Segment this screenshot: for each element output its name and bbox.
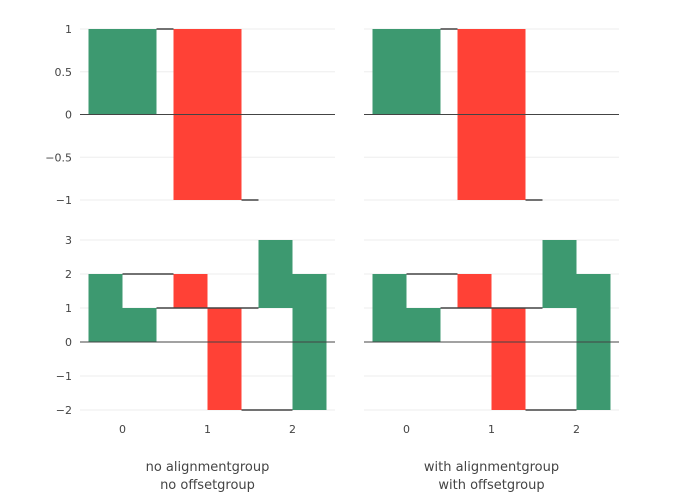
- bar: [457, 274, 492, 308]
- y-tick-label: −0.5: [45, 151, 72, 164]
- x-axis-title: with alignmentgroup: [424, 460, 559, 475]
- connectors: [406, 273, 577, 411]
- x-tick-label: 2: [289, 423, 296, 436]
- bars: [88, 240, 327, 410]
- bar: [88, 29, 157, 115]
- bar: [406, 308, 441, 342]
- x-axis-title: no offsetgroup: [160, 478, 255, 493]
- connectors: [440, 28, 543, 201]
- x-axis-title: no alignmentgroup: [146, 460, 270, 475]
- y-tick-label: 1: [65, 23, 72, 36]
- chart-top-right: [364, 28, 619, 201]
- x-tick-label: 2: [573, 423, 580, 436]
- y-tick-label: 1: [65, 302, 72, 315]
- y-tick-label: 2: [65, 268, 72, 281]
- bar: [258, 240, 293, 308]
- x-axis-title: with offsetgroup: [438, 478, 544, 493]
- connectors: [156, 28, 259, 201]
- y-tick-label: −1: [56, 370, 72, 383]
- x-tick-label: 0: [403, 423, 410, 436]
- x-tick-label: 1: [488, 423, 495, 436]
- bar: [372, 274, 407, 342]
- x-tick-label: 0: [119, 423, 126, 436]
- connectors: [122, 273, 293, 411]
- bar: [173, 274, 208, 308]
- bar: [491, 308, 526, 410]
- bar: [88, 274, 123, 342]
- bar: [207, 308, 242, 410]
- bar: [372, 29, 441, 115]
- chart-bottom-left: 3 2 1 0 −1 −2 0 1 2 no alignmentgroup no offsetgro…: [56, 234, 335, 493]
- bars: [372, 240, 611, 410]
- chart-bottom-right: 0 1 2 with alignmentgroup with offsetgroup: [364, 239, 619, 493]
- bar: [542, 240, 577, 308]
- y-tick-label: −2: [56, 404, 72, 417]
- y-tick-label: 0.5: [55, 66, 73, 79]
- y-tick-label: 0: [65, 336, 72, 349]
- y-tick-label: 0: [65, 109, 72, 122]
- chart-top-left: 1 0.5 0 −0.5 −1: [45, 23, 335, 207]
- x-tick-label: 1: [204, 423, 211, 436]
- y-tick-label: 3: [65, 234, 72, 247]
- y-tick-label: −1: [56, 194, 72, 207]
- bar: [122, 308, 157, 342]
